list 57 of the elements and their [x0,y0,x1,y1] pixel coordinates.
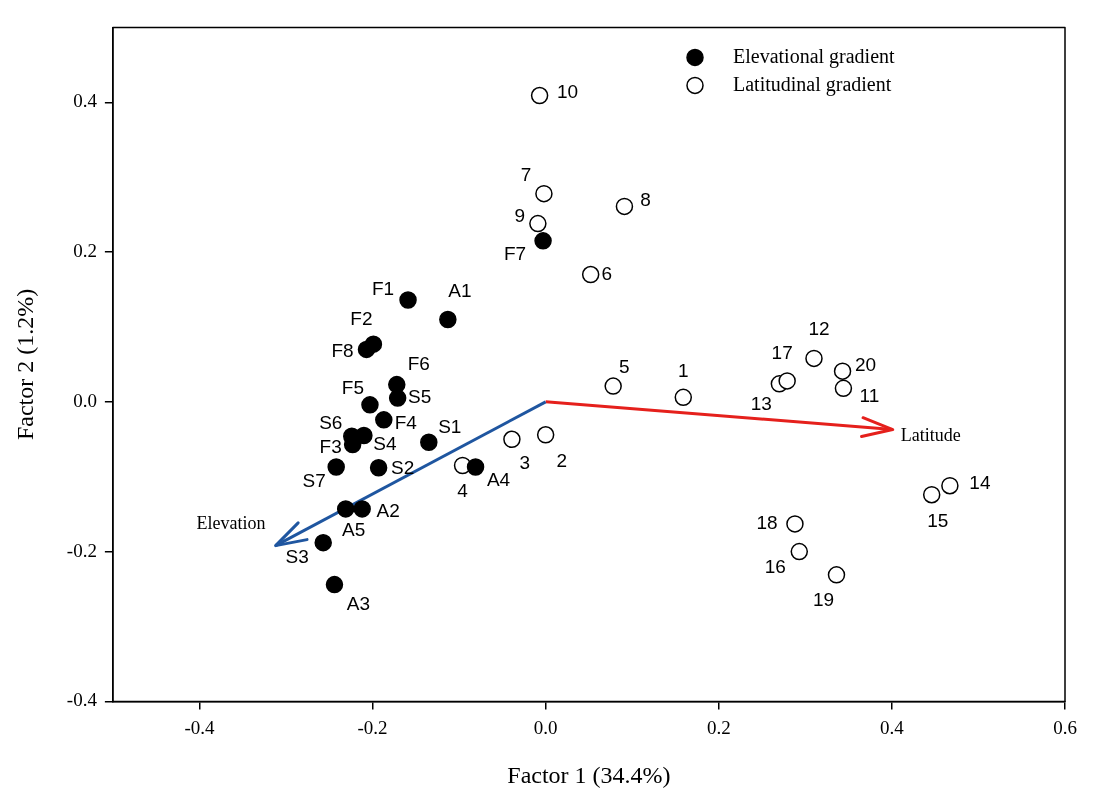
annotation: 5 [618,356,630,378]
y-tick-label: 0.4 [73,90,98,112]
annotation: S1 [438,415,462,437]
annotation: F6 [407,352,430,374]
y-tick-label: 0.0 [73,389,97,411]
y-tick-label: -0.4 [66,689,98,711]
annotation: A2 [376,500,400,522]
annotation: 13 [750,393,772,415]
annotation: 19 [812,589,835,611]
annotation: F3 [319,435,342,457]
annotation: S4 [373,432,397,454]
annotation: A3 [346,592,371,614]
annotation: 4 [457,479,469,501]
annotation: 2 [556,450,567,472]
annotation: 11 [859,384,880,406]
annotation: 1 [678,359,689,381]
annotation: 14 [969,471,991,493]
y-tick-label: -0.2 [66,539,97,561]
y-axis-title: Factor 2 (1.2%) [11,288,38,441]
annotation: 17 [771,342,793,364]
annotation: F5 [341,377,365,399]
x-tick-label: 0.4 [880,716,905,738]
annotation: 7 [520,163,532,185]
annotation: S2 [390,456,415,478]
x-tick-label: -0.2 [357,716,388,738]
annotation: F8 [331,339,354,361]
annotation: 10 [557,80,579,102]
annotation: 12 [808,317,830,339]
annotation: F7 [503,243,527,265]
annotation: 6 [601,262,612,284]
annotation: 20 [854,354,877,376]
annotation: 16 [764,555,786,577]
annotation: S3 [285,545,309,567]
annotation: 15 [927,509,949,531]
annotation: A1 [448,279,472,301]
legend-label: Latitudinal gradient [733,72,892,96]
annotation: A5 [342,519,366,541]
series-label: Elevation [196,513,266,534]
x-tick-label: -0.4 [184,716,215,738]
annotation: S6 [319,411,343,433]
annotation: F1 [371,278,395,300]
legend-label: Latitude [900,425,961,446]
annotation: 9 [514,204,526,226]
annotation: S7 [302,470,326,492]
x-tick-label: 0.2 [706,716,731,738]
annotation: F2 [350,308,373,330]
x-tick-label: 0.0 [533,716,558,738]
annotation: A4 [486,469,511,491]
annotation: 18 [756,512,778,534]
annotation: 3 [519,451,531,473]
x-axis-title: Factor 1 (34.4%) [507,761,671,788]
y-tick-label: 0.2 [73,240,97,262]
annotation: F4 [394,412,418,434]
x-tick-label: 0.6 [1053,716,1077,738]
legend-label: Elevational gradient [733,44,896,68]
annotation: S5 [408,386,432,408]
annotation: 8 [640,188,651,210]
